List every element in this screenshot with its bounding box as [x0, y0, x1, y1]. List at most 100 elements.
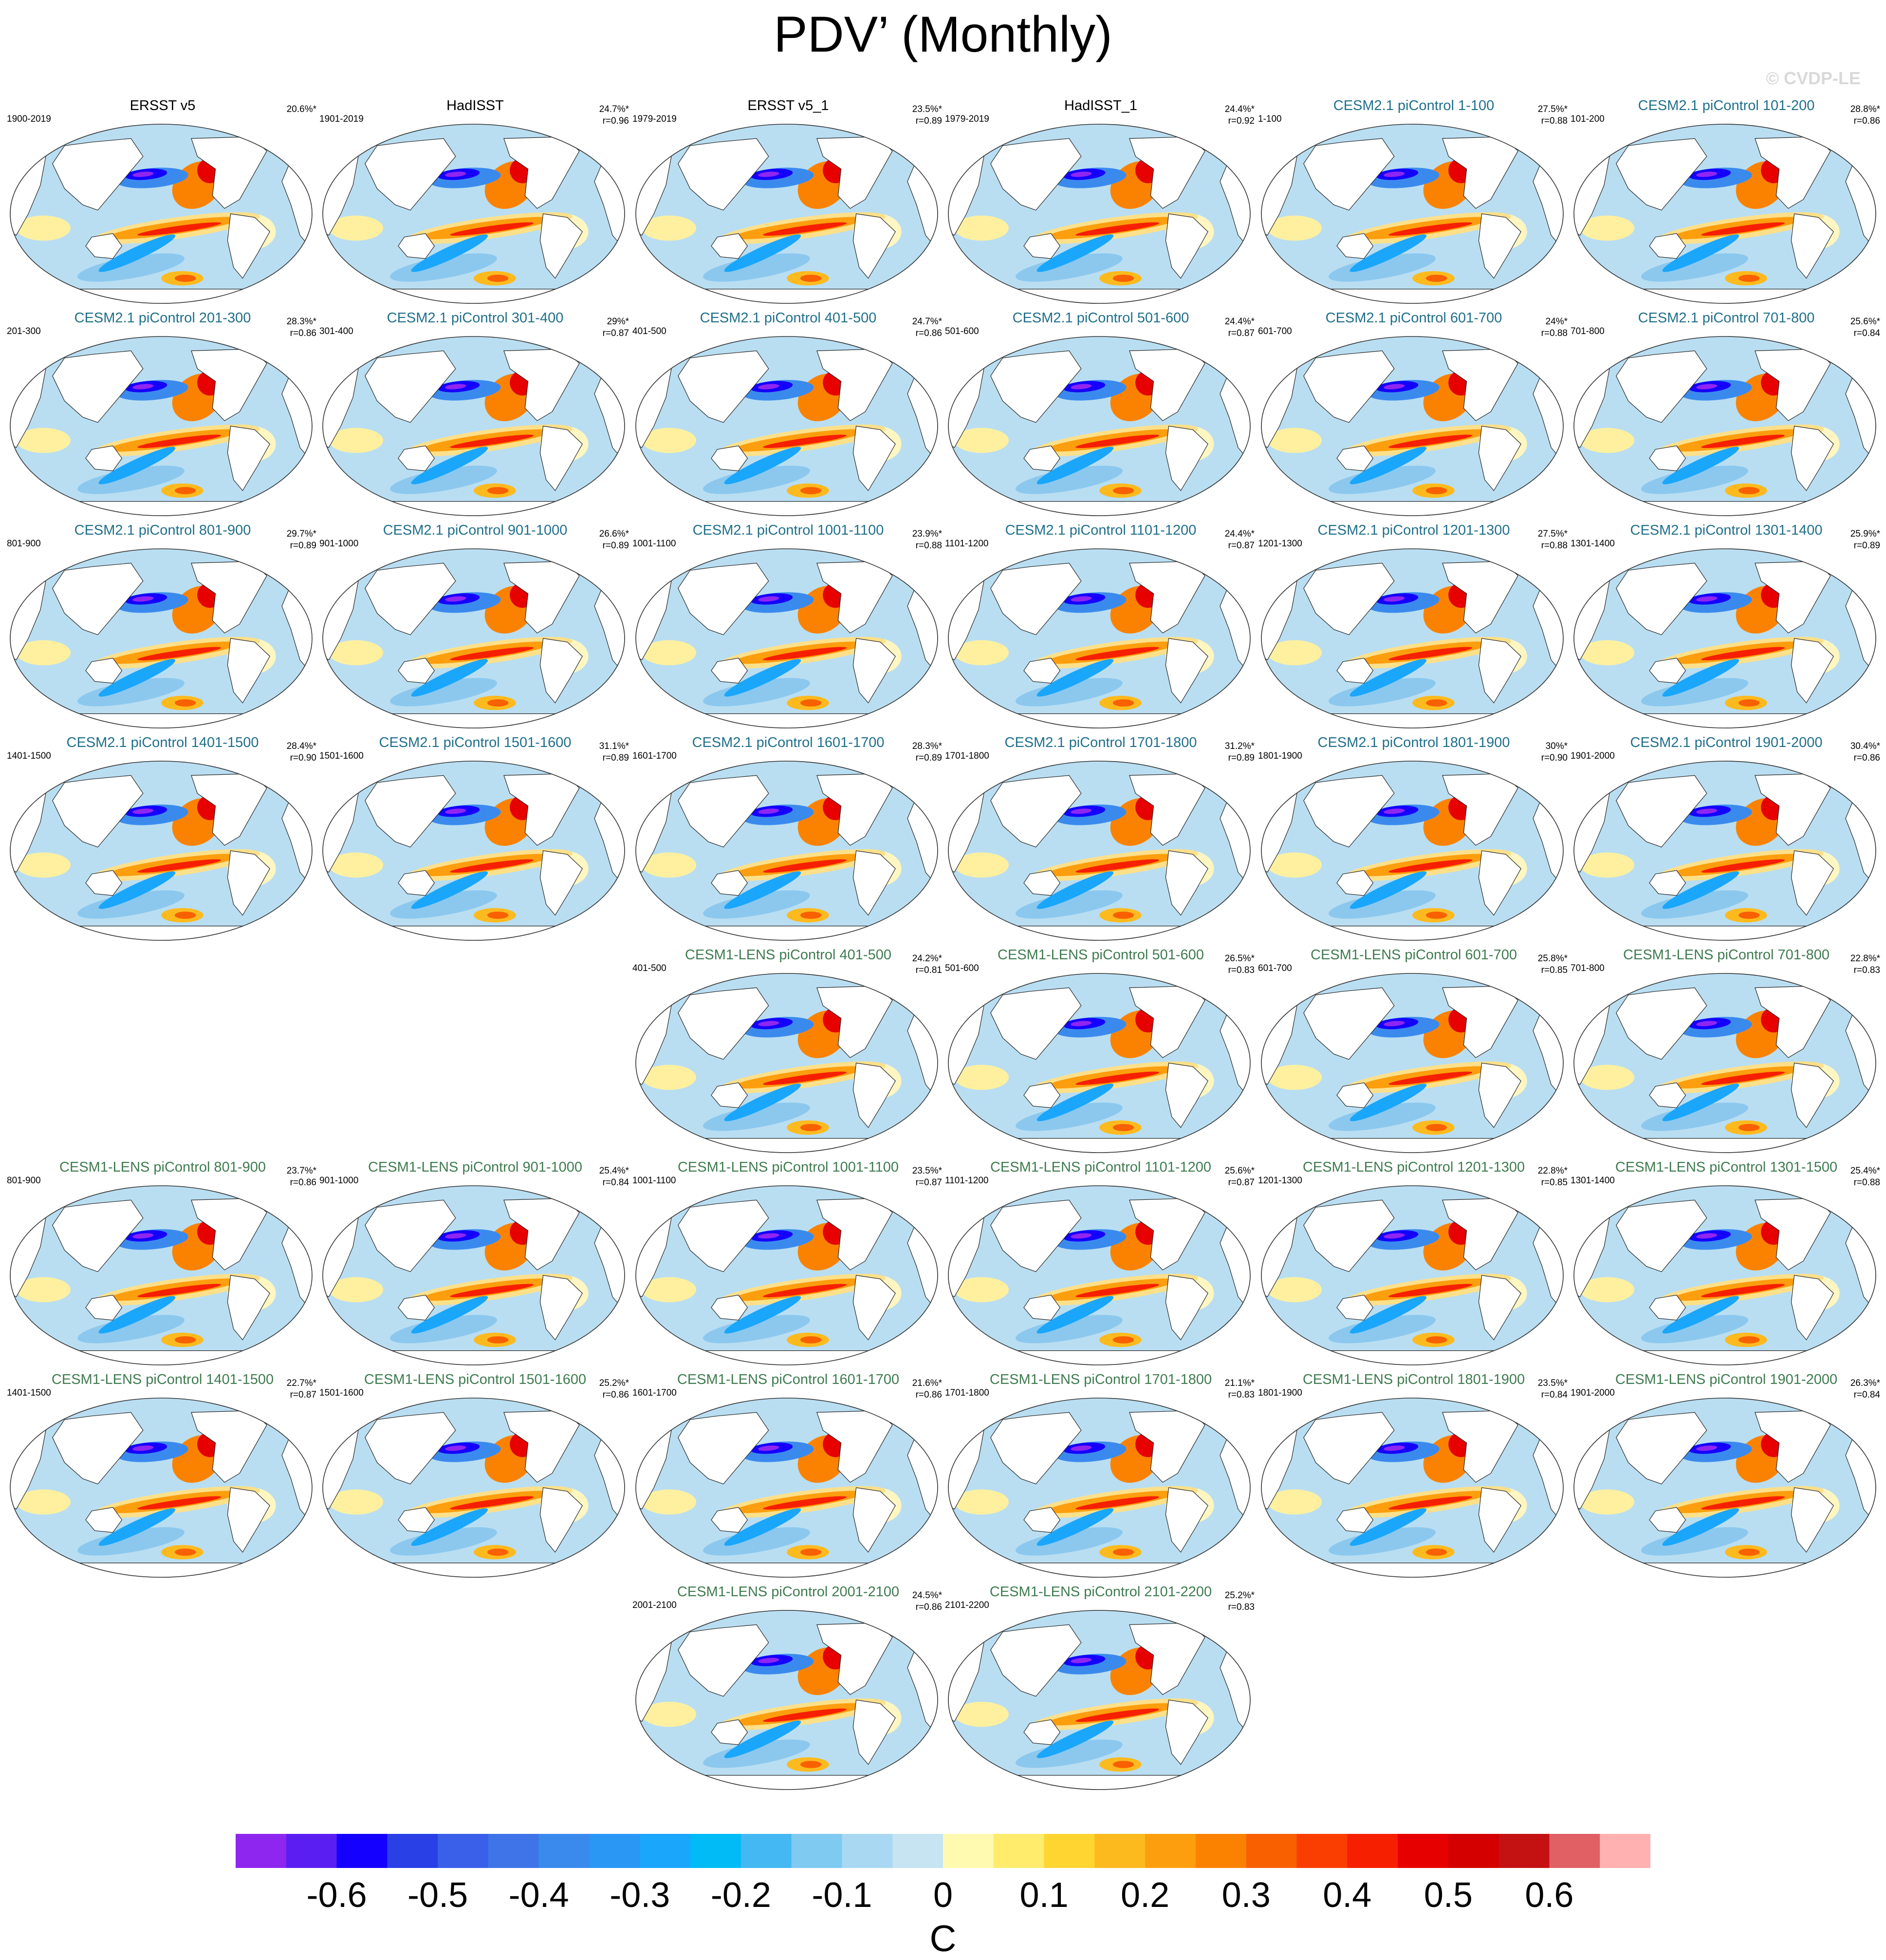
panel-period: 601-700: [1258, 963, 1292, 973]
panel-period: 1979-2019: [945, 114, 989, 124]
asia-landmass: [1303, 562, 1395, 635]
south-pacific-warm-core: [800, 1761, 822, 1768]
tropical-warm-core: [1388, 1071, 1473, 1085]
sst-field: [948, 1610, 1250, 1790]
australia-landmass: [711, 1082, 748, 1108]
north-pacific-cold-extreme: [1384, 1445, 1405, 1451]
south-america-landmass: [852, 1699, 896, 1765]
map-panel: CESM2.1 piControl 701-800 701-800 25.6%* r=…: [1570, 310, 1883, 520]
southern-cool-band: [703, 678, 810, 707]
pattern-correlation: r=0.86: [915, 328, 942, 338]
asia-landmass: [678, 1412, 769, 1485]
tropical-warm-core: [137, 1496, 222, 1510]
south-pacific-warm-core: [1738, 699, 1760, 707]
panel-period: 2001-2100: [632, 1600, 677, 1610]
pattern-correlation: r=0.89: [915, 753, 942, 763]
asia-landmass: [1616, 1412, 1707, 1485]
map-border: [1261, 548, 1564, 728]
asia-landmass: [678, 987, 769, 1060]
southern-cool-band: [1016, 1527, 1123, 1556]
australia-landmass: [1649, 1507, 1686, 1533]
sst-field: [1261, 1398, 1563, 1577]
colorbar-swatch: [1448, 1834, 1499, 1868]
asia-landmass: [365, 775, 456, 848]
variance-percent: 26.3%*: [1850, 1378, 1880, 1388]
map-border: [1261, 336, 1564, 516]
south-pacific-warm-core: [1738, 275, 1760, 282]
indian-ocean-warm: [642, 852, 696, 878]
pattern-correlation: r=0.87: [602, 328, 629, 338]
sst-field: [948, 124, 1250, 303]
southern-cool-band: [1641, 1102, 1748, 1131]
panel-title: CESM1-LENS piControl 1601-1700: [677, 1372, 900, 1387]
tropical-warm-core: [1388, 434, 1473, 448]
panel-title: CESM1-LENS piControl 401-500: [685, 947, 891, 963]
indian-ocean-warm: [954, 1064, 1009, 1090]
sst-field: [636, 973, 938, 1153]
pattern-correlation: r=0.89: [1853, 541, 1880, 551]
australia-landmass: [1023, 1719, 1061, 1745]
south-america-landmass: [1165, 1275, 1208, 1341]
south-pacific-warm-core: [487, 912, 509, 919]
asia-landmass: [1303, 1199, 1395, 1272]
tropical-warm-core: [1701, 222, 1785, 236]
south-pacific-cool-band: [411, 659, 488, 697]
map-panel: CESM1-LENS piControl 601-700 601-700 25.8%…: [1257, 947, 1571, 1157]
map-panel: CESM2.1 piControl 1401-1500 1401-1500 28.4…: [6, 734, 319, 945]
south-america-landmass: [227, 213, 270, 279]
pattern-correlation: r=0.83: [1228, 965, 1255, 975]
south-pacific-warm-core: [1112, 699, 1134, 707]
south-pacific-warm-core: [800, 275, 822, 282]
asia-landmass: [52, 350, 144, 423]
panel-period: 801-900: [7, 539, 41, 549]
panel-title: CESM2.1 piControl 1801-1900: [1317, 735, 1510, 750]
panel-period: 1501-1600: [319, 751, 364, 761]
variance-percent: 20.6%*: [286, 104, 316, 114]
pattern-correlation: r=0.86: [1853, 116, 1880, 126]
sst-field: [636, 761, 938, 940]
global-map: [1261, 761, 1564, 941]
asia-landmass: [365, 1412, 456, 1485]
panel-period: 701-800: [1571, 963, 1605, 973]
map-border: [635, 973, 938, 1153]
south-america-landmass: [539, 850, 583, 916]
southern-cool-band: [1016, 1739, 1123, 1768]
south-pacific-cool-band: [1662, 1083, 1739, 1121]
australia-landmass: [85, 657, 123, 684]
southern-cool-band: [390, 890, 497, 919]
south-pacific-cool-band: [411, 871, 488, 909]
indian-ocean-warm: [954, 1701, 1009, 1727]
tropical-warm-core: [1388, 222, 1473, 236]
sst-field: [1261, 761, 1563, 940]
panel-title: CESM2.1 piControl 801-900: [74, 523, 251, 538]
south-america-landmass: [852, 638, 896, 704]
colorbar-tick-label: -0.6: [307, 1876, 367, 1915]
pattern-correlation: r=0.81: [915, 965, 942, 975]
variance-percent: 24.4%*: [1224, 104, 1255, 114]
panel-title: CESM2.1 piControl 1401-1500: [66, 735, 259, 750]
sst-field: [323, 549, 625, 728]
south-america-landmass: [852, 850, 896, 916]
panel-title: CESM1-LENS piControl 1901-2000: [1615, 1372, 1838, 1387]
south-america-landmass: [1165, 213, 1208, 279]
south-pacific-warm-core: [1738, 1336, 1760, 1344]
ocean-background: [1261, 761, 1563, 940]
ocean-background: [948, 973, 1250, 1153]
asia-landmass: [1616, 775, 1707, 848]
antarctica-landmass: [10, 926, 312, 940]
southern-cool-band: [77, 678, 185, 707]
ocean-background: [1261, 1398, 1563, 1577]
ocean-background: [636, 549, 938, 728]
panel-title: CESM2.1 piControl 701-800: [1638, 310, 1815, 326]
south-pacific-warm-core: [1738, 1124, 1760, 1131]
asia-landmass: [52, 1199, 144, 1272]
asia-landmass: [990, 775, 1082, 848]
panel-title: CESM1-LENS piControl 1201-1300: [1302, 1159, 1525, 1175]
asia-landmass: [1616, 350, 1707, 423]
southern-cool-band: [1016, 466, 1123, 494]
global-map: [322, 1398, 625, 1578]
sst-field: [636, 549, 938, 728]
colorbar-tick-label: -0.4: [509, 1876, 569, 1915]
map-border: [1261, 761, 1564, 941]
panel-title: ERSST v5: [129, 98, 196, 113]
